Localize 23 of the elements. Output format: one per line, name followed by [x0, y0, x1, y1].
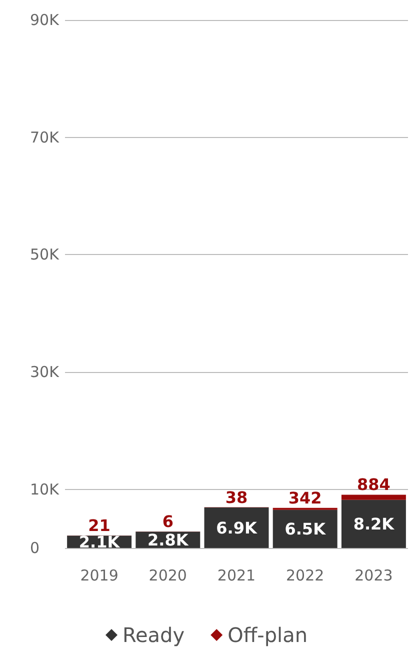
data-label: 342	[288, 488, 322, 508]
x-tick-label: 2020	[148, 566, 187, 584]
legend-label: Ready	[122, 623, 185, 647]
x-tick-label: 2019	[80, 566, 118, 584]
data-label: 6.9K	[216, 518, 258, 538]
bar	[341, 494, 406, 500]
data-label: 38	[225, 488, 248, 507]
y-tick-label: 50K	[30, 246, 60, 264]
y-tick-label: 70K	[30, 128, 60, 146]
y-tick-label: 30K	[30, 363, 60, 381]
data-label: 884	[356, 475, 390, 494]
x-tick-label: 2021	[217, 566, 256, 584]
data-label: 6	[162, 512, 174, 532]
y-tick-label: 0	[30, 539, 40, 557]
legend-label: Off-plan	[228, 623, 308, 647]
x-tick-label: 2022	[286, 566, 324, 584]
bar	[341, 500, 406, 548]
y-tick-label: 10K	[30, 480, 60, 498]
data-label: 6.5K	[284, 519, 326, 538]
y-tick-label: 90K	[30, 11, 60, 29]
data-label: 2.8K	[148, 530, 189, 550]
data-label: 8.2K	[353, 514, 395, 534]
x-tick-label: 2023	[354, 566, 393, 584]
